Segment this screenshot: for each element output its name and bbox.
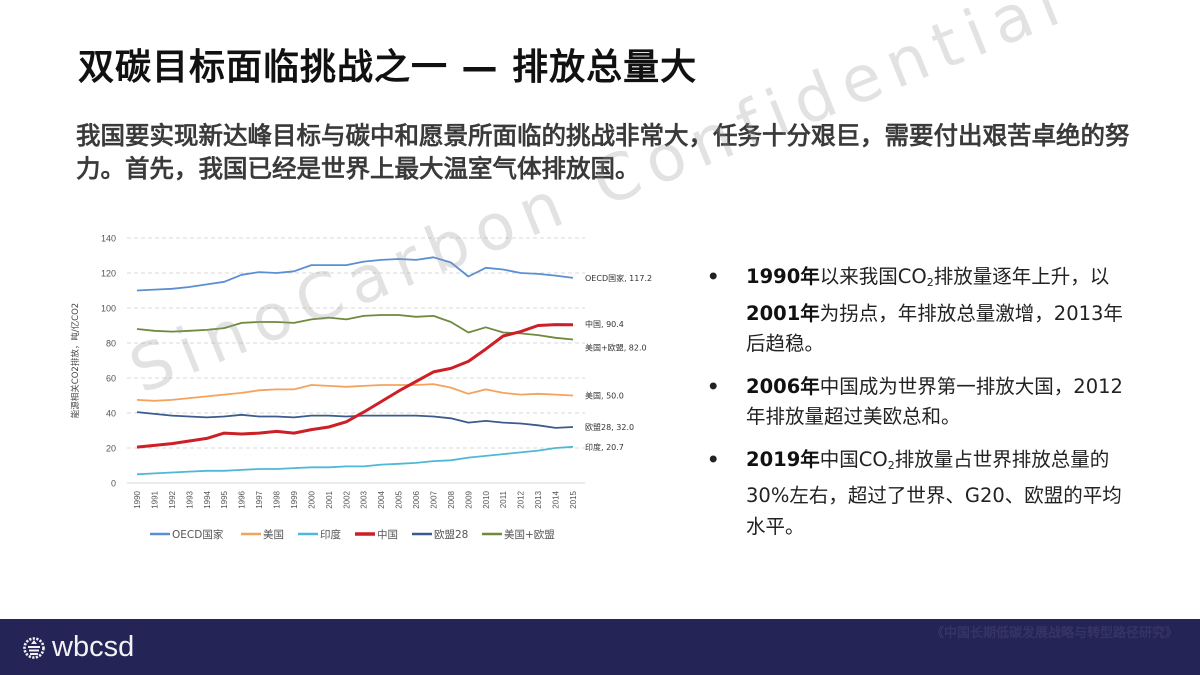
x-tick-label: 2009 — [464, 490, 473, 508]
emissions-line-chart: 0 20 40 60 80 100 120 140 能源相关CO2排放，吨/亿CO2 1990 19… — [60, 225, 660, 555]
x-tick-label: 1996 — [238, 490, 247, 508]
x-tick-label: 2003 — [360, 490, 369, 508]
x-tick-label: 1991 — [150, 490, 159, 508]
series-end-label: 中国, 90.4 — [585, 319, 624, 329]
footer-bar: wbcsd 《中国长期低碳发展战略与转型路径研究》 — [0, 619, 1200, 675]
y-tick-label: 100 — [101, 304, 116, 314]
series-line — [136, 445, 574, 476]
slide-title: 双碳目标面临挑战之一 — 排放总量大 — [78, 47, 698, 88]
x-tick-label: 2010 — [482, 490, 491, 508]
bullet-text: 以来我国CO — [819, 265, 927, 288]
x-tick-label: 1993 — [185, 490, 194, 508]
x-tick-label: 2004 — [377, 490, 386, 508]
bullet-item: • 1990年以来我国CO2排放量逐年上升，以 2001年为拐点，年排放总量激增，2… — [705, 262, 1125, 360]
legend-label: OECD国家 — [172, 528, 224, 541]
legend-label: 美国+欧盟 — [504, 528, 555, 541]
y-tick-label: 80 — [106, 339, 116, 349]
x-tick-label: 1992 — [168, 490, 177, 508]
x-tick-label: 2007 — [429, 490, 438, 508]
y-tick-label: 20 — [106, 444, 116, 454]
legend-label: 中国 — [377, 528, 398, 541]
x-tick-label: 2008 — [447, 490, 456, 508]
legend-label: 欧盟28 — [434, 529, 468, 541]
y-tick-label: 40 — [106, 409, 116, 419]
bullet-item: • 2019年中国CO2排放量占世界排放总量的30%左右，超过了世界、G20、欧盟… — [705, 445, 1125, 543]
y-tick-label: 60 — [106, 374, 116, 384]
bullet-text: 中国CO — [819, 447, 888, 471]
bullet-text: 排放量逐年上升，以 — [933, 265, 1110, 288]
bullet-highlight: 1990年 — [746, 265, 820, 288]
x-tick-label: 2002 — [342, 490, 351, 508]
slide-subtitle: 我国要实现新达峰目标与碳中和愿景所面临的挑战非常大，任务十分艰巨，需要付出艰苦卓… — [76, 121, 1130, 183]
bullet-text: 为拐点，年排放总量激增，2013年后趋稳。 — [746, 301, 1123, 356]
y-axis-label: 能源相关CO2排放，吨/亿CO2 — [70, 303, 81, 418]
bullet-text: 排放量占世界排放总量的30%左右，超过了世界、G20、欧盟的平均水平。 — [746, 447, 1122, 538]
x-tick-label: 2012 — [517, 490, 526, 508]
y-tick-label: 120 — [101, 269, 116, 279]
bullet-item: • 2006年中国成为世界第一排放大国，2012年排放量超过美欧总和。 — [705, 372, 1125, 433]
series-end-label: 印度, 20.7 — [585, 442, 624, 452]
bullet-dot-icon: • — [707, 265, 720, 288]
series-line — [136, 314, 574, 341]
bullet-highlight: 2006年 — [746, 374, 820, 398]
x-tick-label: 1994 — [203, 490, 212, 508]
x-tick-label: 2006 — [412, 490, 421, 508]
x-tick-label: 1997 — [255, 490, 264, 508]
x-tick-label: 1995 — [220, 490, 229, 508]
wbcsd-emblem-icon — [23, 636, 45, 659]
bullet-text: 2 — [926, 276, 934, 289]
series-line — [136, 323, 574, 449]
bullet-list: • 1990年以来我国CO2排放量逐年上升，以2001年为拐点，年排放总量激增，2… — [705, 262, 1125, 554]
source-citation: 《中国长期低碳发展战略与转型路径研究》 — [930, 626, 1178, 641]
series-end-label: 美国, 50.0 — [585, 391, 624, 401]
bullet-dot-icon: • — [707, 374, 720, 398]
series-line — [136, 411, 574, 429]
bullet-text: 2 — [887, 458, 895, 472]
legend-label: 印度 — [320, 528, 341, 541]
x-tick-label: 2005 — [395, 490, 404, 508]
series-line — [136, 256, 574, 292]
x-tick-label: 1999 — [290, 490, 299, 508]
bullet-dot-icon: • — [707, 447, 720, 471]
x-tick-label: 2015 — [569, 490, 578, 508]
logo-text: wbcsd — [52, 631, 135, 663]
series-end-label: 美国+欧盟, 82.0 — [585, 343, 647, 353]
bullet-highlight: 2019年 — [746, 447, 820, 471]
x-tick-label: 2013 — [534, 490, 543, 508]
legend-label: 美国 — [263, 528, 284, 541]
y-tick-label: 0 — [111, 479, 116, 489]
series-end-label: 欧盟28, 32.0 — [585, 422, 634, 432]
x-tick-label: 2001 — [325, 490, 334, 508]
y-tick-label: 140 — [101, 234, 116, 244]
x-tick-label: 1998 — [273, 490, 282, 508]
bullet-text: 中国成为世界第一排放大国，2012年排放量超过美欧总和。 — [746, 374, 1123, 429]
x-tick-label: 2011 — [499, 490, 508, 508]
chart-canvas: 0 20 40 60 80 100 120 140 能源相关CO2排放，吨/亿CO2 1990 19… — [70, 234, 652, 542]
bullet-highlight: 2001年 — [746, 301, 820, 325]
wbcsd-logo: wbcsd — [20, 631, 134, 664]
x-tick-label: 1990 — [133, 490, 142, 508]
x-tick-label: 2014 — [552, 490, 561, 508]
series-end-label: OECD国家, 117.2 — [585, 273, 652, 283]
series-line — [136, 383, 574, 402]
x-tick-label: 2000 — [307, 490, 316, 508]
